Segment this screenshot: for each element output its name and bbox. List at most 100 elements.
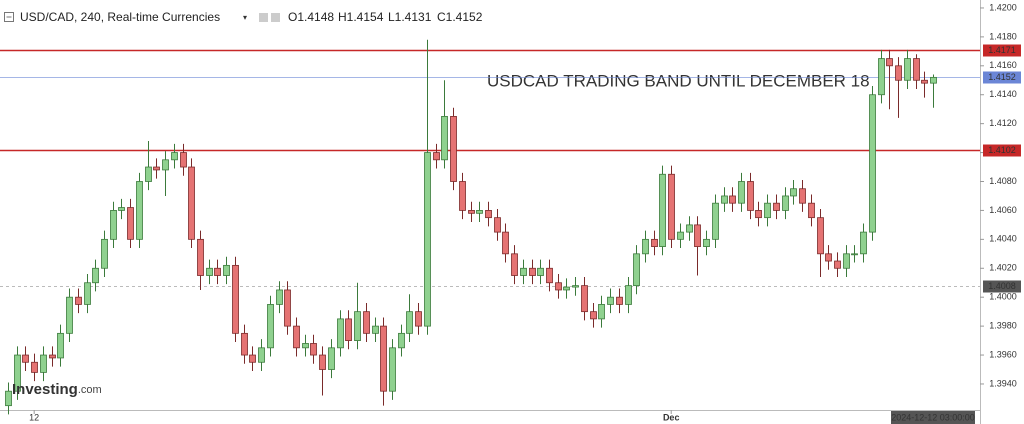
- cursor-time-label: 2024-12-12 03:00:00: [891, 412, 975, 422]
- candle-body-up: [40, 354, 47, 373]
- candle-body-down: [808, 202, 815, 219]
- candle-body-up: [572, 285, 579, 288]
- candle-body-up: [328, 347, 335, 370]
- candle-body-up: [851, 253, 858, 256]
- candle-body-down: [590, 311, 597, 320]
- candle-body-down: [450, 116, 457, 182]
- cursor-time-box: [891, 411, 975, 424]
- candle-body-up: [520, 267, 527, 276]
- candle-body-down: [241, 332, 248, 356]
- dropdown-arrow[interactable]: ▾: [243, 13, 247, 22]
- level-price-box: [983, 71, 1021, 84]
- candle-body-up: [476, 210, 483, 214]
- y-tick-label: 1.4120: [989, 118, 1017, 128]
- candle-body-down: [310, 343, 317, 356]
- candle-body-down: [180, 152, 187, 168]
- candle-body-down: [293, 325, 300, 349]
- candle-body-down: [511, 253, 518, 276]
- level-price-label: 1.4102: [988, 145, 1016, 155]
- candle-body-down: [502, 231, 509, 255]
- candle-body-up: [118, 207, 125, 211]
- candle-body-down: [895, 65, 902, 81]
- candle-body-up: [764, 202, 771, 219]
- candle-body-down: [319, 354, 326, 370]
- candle-body-down: [249, 354, 256, 363]
- candle-body-up: [686, 224, 693, 233]
- y-tick-label: 1.4060: [989, 205, 1017, 215]
- ohlc-high: H1.4154: [338, 10, 384, 24]
- level-price-box: [983, 144, 1021, 157]
- x-tick-label: Dec: [663, 412, 680, 422]
- candle-body-up: [869, 94, 876, 233]
- annotation: USDCAD TRADING BAND UNTIL DECEMBER 18: [487, 71, 870, 90]
- candle-body-up: [563, 286, 570, 291]
- x-tick-label: 12: [29, 412, 39, 422]
- candle-body-down: [799, 188, 806, 204]
- candle-body-down: [232, 264, 239, 334]
- y-tick-label: 1.4140: [989, 89, 1017, 99]
- ohlc-low: L1.4131: [388, 10, 432, 24]
- plot-area: [0, 39, 980, 415]
- candle-body-down: [616, 296, 623, 305]
- candle-body-down: [529, 267, 536, 276]
- candle-body-up: [5, 390, 12, 407]
- y-tick-label: 1.3980: [989, 320, 1017, 330]
- candle-body-down: [694, 224, 701, 247]
- tool-icon[interactable]: [259, 13, 268, 22]
- candle-body-down: [747, 181, 754, 211]
- tool-icon[interactable]: [271, 13, 280, 22]
- candle-body-up: [206, 267, 213, 276]
- candle-body-up: [57, 332, 64, 359]
- candle-body-down: [345, 318, 352, 341]
- candle-body-down: [485, 210, 492, 219]
- candle-body-up: [110, 210, 117, 240]
- y-tick-label: 1.4200: [989, 2, 1017, 12]
- candle-body-down: [127, 207, 134, 240]
- candle-body-up: [162, 159, 169, 171]
- candle-body-up: [354, 311, 361, 341]
- candle-body-down: [197, 238, 204, 276]
- y-tick-label: 1.4000: [989, 292, 1017, 302]
- candle-body-down: [188, 166, 195, 240]
- candle-body-up: [171, 152, 178, 161]
- candle-body-down: [415, 311, 422, 327]
- candle-body-up: [84, 282, 91, 305]
- candle-body-down: [668, 173, 675, 240]
- candle-body-down: [433, 152, 440, 161]
- y-tick-label: 1.3960: [989, 349, 1017, 359]
- candle-body-down: [834, 260, 841, 269]
- candle-body-up: [258, 347, 265, 363]
- candle-body-up: [398, 332, 405, 349]
- candle-body-down: [284, 289, 291, 327]
- candle-body-down: [22, 354, 29, 363]
- collapse-icon[interactable]: [4, 12, 14, 22]
- candle-body-up: [625, 285, 632, 305]
- candle-body-up: [721, 195, 728, 204]
- candle-body-up: [145, 166, 152, 182]
- candle-body-up: [607, 296, 614, 305]
- candle-body-up: [66, 296, 73, 334]
- candle-body-up: [14, 354, 21, 392]
- logo-main: Investing: [12, 381, 78, 398]
- candle-body-down: [651, 238, 658, 247]
- y-tick-label: 1.4020: [989, 263, 1017, 273]
- candle-body-down: [555, 282, 562, 291]
- candle-body-up: [712, 202, 719, 240]
- candle-body-up: [537, 267, 544, 276]
- candle-body-up: [136, 181, 143, 240]
- candle-body-down: [75, 296, 82, 305]
- candle-body-down: [49, 354, 56, 359]
- candle-body-down: [581, 285, 588, 313]
- candle-body-down: [546, 267, 553, 284]
- candle-body-up: [441, 116, 448, 161]
- candle-body-up: [389, 347, 396, 392]
- ohlc-close: C1.4152: [437, 10, 483, 24]
- candle-body-down: [729, 195, 736, 204]
- candle-body-down: [921, 79, 928, 84]
- candle-body-up: [372, 325, 379, 334]
- candle-body-up: [703, 238, 710, 247]
- level-price-label: 1.4171: [988, 45, 1016, 55]
